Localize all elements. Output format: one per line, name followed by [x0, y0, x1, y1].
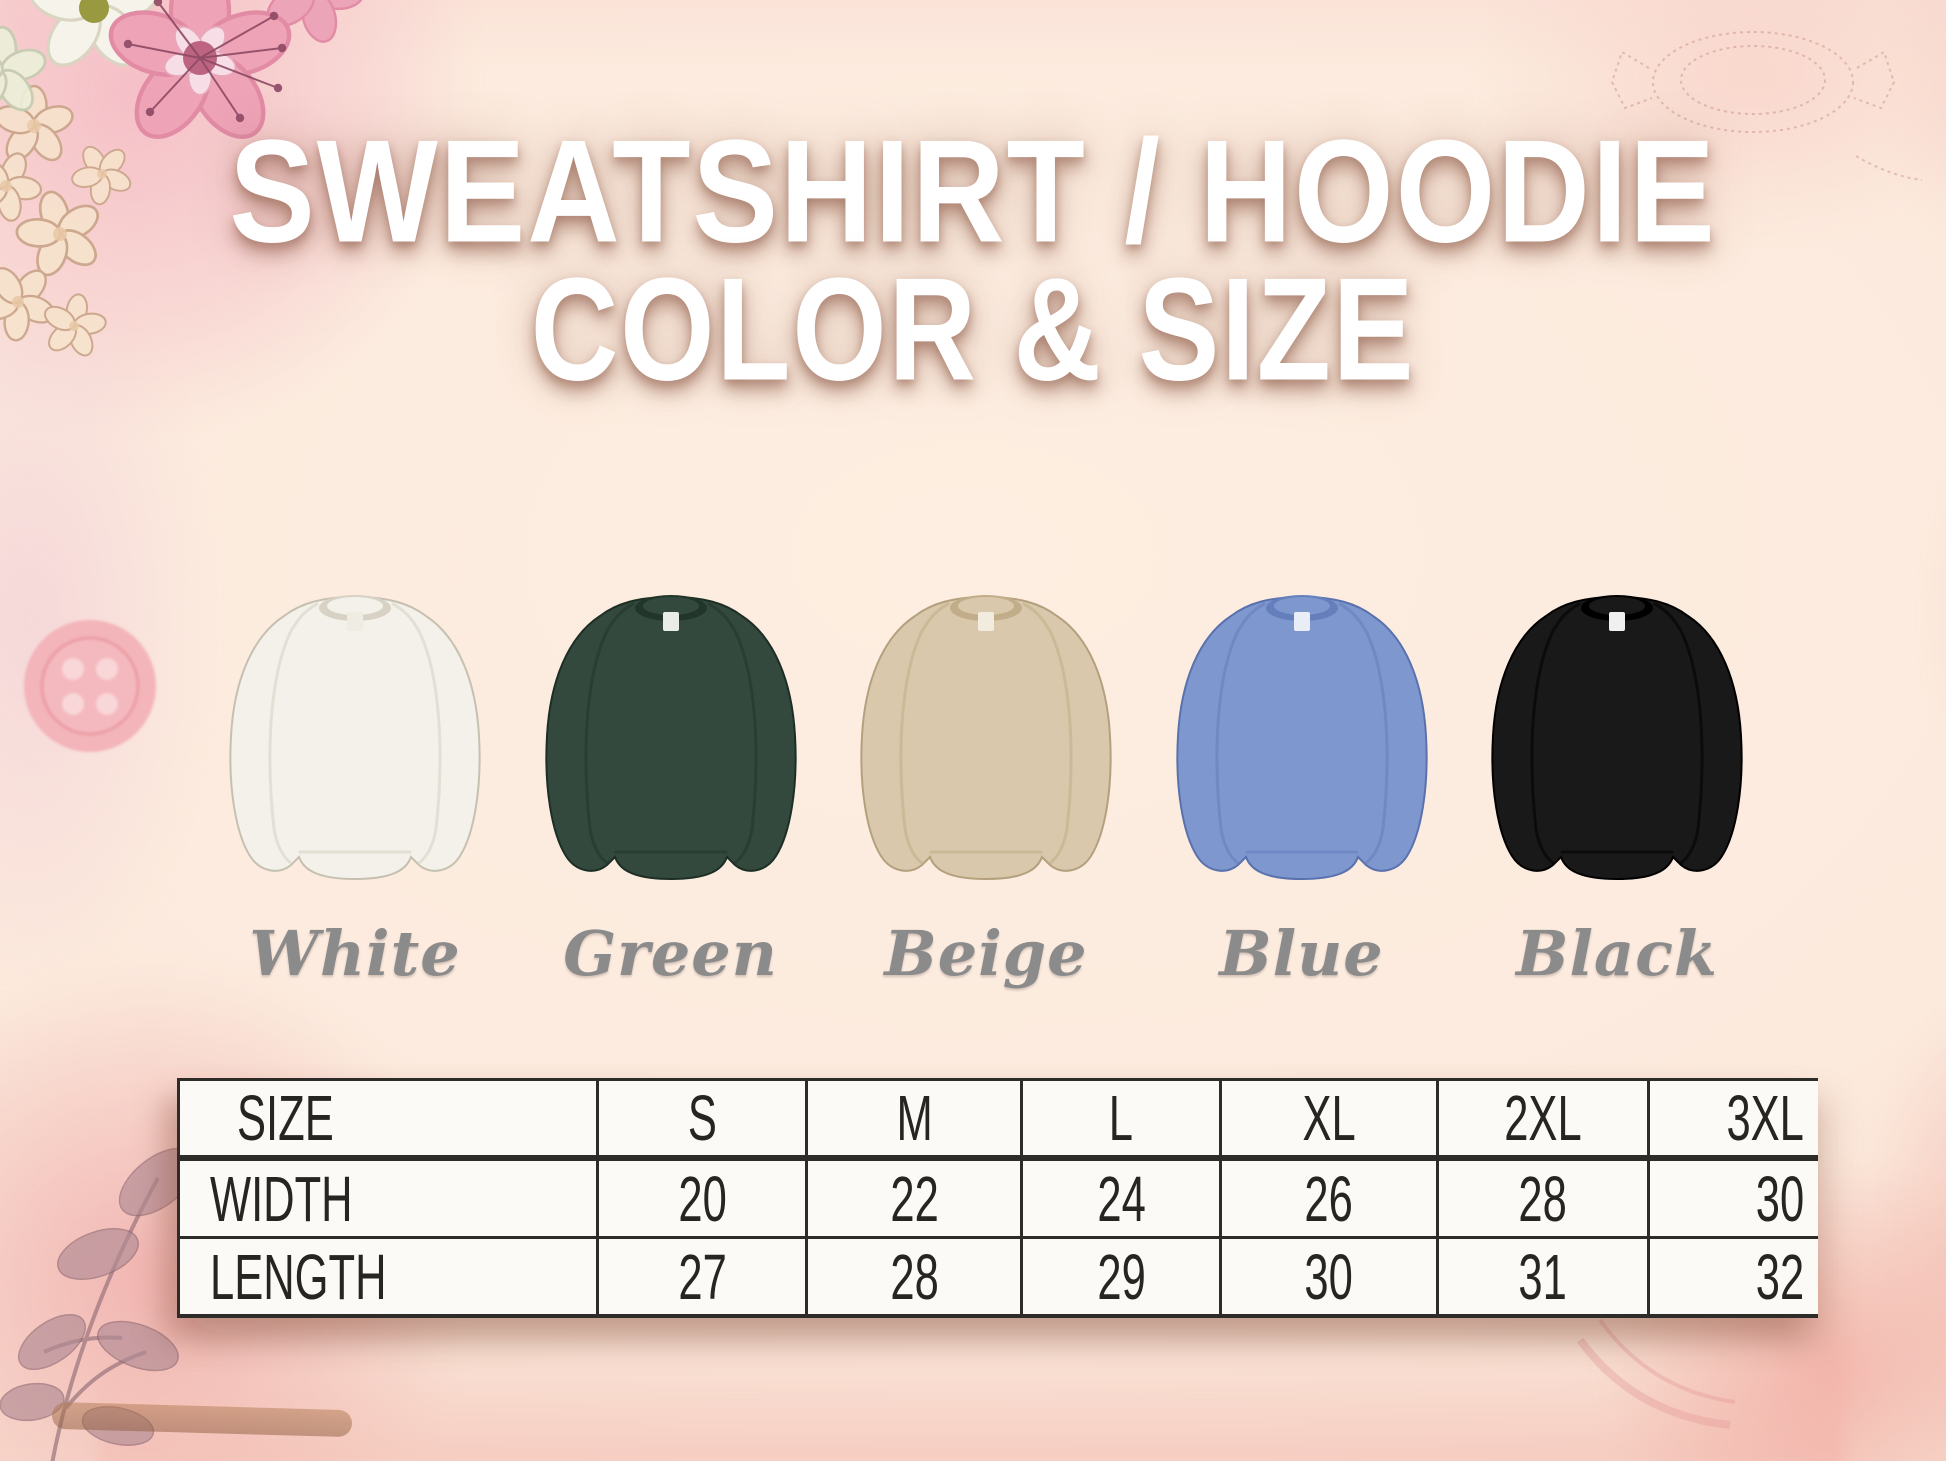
watercolor-wash-bottom	[100, 1330, 1846, 1461]
length-s: 27	[595, 1236, 807, 1316]
color-label-blue: Blue	[1219, 917, 1384, 990]
color-option-green: Green	[521, 575, 821, 990]
color-option-blue: Blue	[1152, 575, 1452, 990]
row-label-length: LENGTH	[178, 1236, 598, 1316]
header-xl: XL	[1218, 1079, 1438, 1161]
sweatshirt-image-beige	[860, 595, 1112, 881]
sweatshirt-image-green	[544, 595, 797, 881]
color-label-black: Black	[1516, 917, 1718, 990]
header-3xl: 3XL	[1646, 1079, 1818, 1161]
header-s: S	[595, 1079, 807, 1161]
width-m: 22	[805, 1158, 1022, 1238]
title-line-2: COLOR & SIZE	[530, 248, 1416, 412]
watercolor-wash-top	[0, 0, 1946, 62]
color-option-beige: Beige	[836, 575, 1136, 990]
color-label-beige: Beige	[884, 917, 1088, 990]
color-label-green: Green	[563, 917, 778, 990]
table-row-length: LENGTH 27 28 29 30 31 32	[178, 1236, 1818, 1316]
width-s: 20	[595, 1158, 807, 1238]
row-label-width: WIDTH	[210, 1162, 353, 1235]
page-title: SWEATSHIRT / HOODIE COLOR & SIZE	[0, 110, 1946, 403]
length-xl: 30	[1218, 1236, 1438, 1316]
sweatshirt-image-white	[229, 595, 481, 881]
sweatshirt-image-blue	[1175, 595, 1428, 881]
width-2xl: 28	[1435, 1158, 1649, 1238]
width-3xl: 30	[1646, 1158, 1818, 1238]
length-2xl: 31	[1435, 1236, 1649, 1316]
size-chart: SIZE S M L XL 2XL 3XL WIDTH 20 22 24 26 …	[177, 1078, 1818, 1318]
table-row-width: WIDTH 20 22 24 26 28 30	[179, 1158, 1818, 1238]
color-option-white: White	[205, 575, 505, 990]
header-size: SIZE	[178, 1079, 598, 1161]
color-option-black: Black	[1467, 575, 1767, 990]
header-2xl: 2XL	[1435, 1079, 1649, 1161]
title-line-1: SWEATSHIRT / HOODIE	[229, 110, 1717, 274]
color-options-row: White Green	[205, 575, 1767, 990]
header-l: L	[1020, 1079, 1221, 1161]
color-label-white: White	[249, 917, 461, 990]
length-3xl: 32	[1646, 1236, 1818, 1316]
length-l: 29	[1020, 1236, 1221, 1316]
sweatshirt-image-black	[1491, 595, 1743, 881]
size-table: SIZE S M L XL 2XL 3XL WIDTH 20 22 24 26 …	[177, 1078, 1818, 1318]
button-decoration	[24, 620, 156, 752]
width-xl: 26	[1218, 1158, 1438, 1238]
header-m: M	[805, 1079, 1022, 1161]
width-l: 24	[1020, 1158, 1221, 1238]
stick-decoration	[51, 1401, 353, 1438]
length-m: 28	[805, 1236, 1022, 1316]
size-table-header-row: SIZE S M L XL 2XL 3XL	[178, 1079, 1818, 1161]
